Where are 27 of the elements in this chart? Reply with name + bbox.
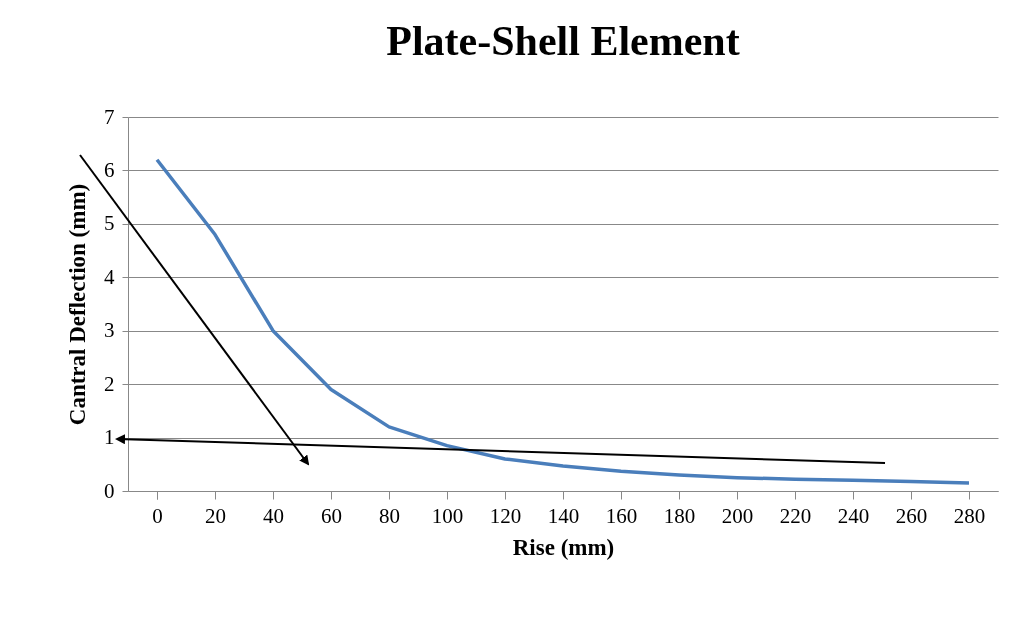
y-axis-title: Cantral Deflection (mm): [65, 183, 90, 426]
line-series: [155, 157, 971, 485]
x-tick-label: 200: [721, 503, 754, 528]
x-tick-label: 180: [663, 503, 696, 528]
x-tick-label: 160: [605, 503, 638, 528]
x-tick-label: 280: [953, 503, 986, 528]
x-tick-label: 20: [205, 503, 226, 528]
x-tick-label: 0: [152, 503, 163, 528]
y-tick-label: 5: [104, 211, 115, 236]
x-tick-label: 140: [547, 503, 580, 528]
x-tick-label: 40: [263, 503, 284, 528]
x-tick-label: 120: [489, 503, 522, 528]
chart-title: Plate-Shell Element: [386, 18, 740, 64]
y-tick-label: 0: [104, 478, 115, 503]
x-tick-label: 220: [779, 503, 812, 528]
x-axis-title: Rise (mm): [512, 534, 615, 560]
y-tick-label: 1: [104, 425, 115, 450]
x-tick-label: 80: [379, 503, 400, 528]
y-tick-label: 3: [104, 318, 115, 343]
y-tick-label: 4: [104, 264, 115, 289]
y-tick-label: 2: [104, 371, 115, 396]
x-tick-label: 60: [321, 503, 342, 528]
x-tick-label: 260: [895, 503, 928, 528]
y-tick-label: 7: [104, 104, 115, 129]
x-tick-label: 240: [837, 503, 870, 528]
y-tick-label: 6: [104, 157, 115, 182]
x-tick-label: 100: [431, 503, 464, 528]
